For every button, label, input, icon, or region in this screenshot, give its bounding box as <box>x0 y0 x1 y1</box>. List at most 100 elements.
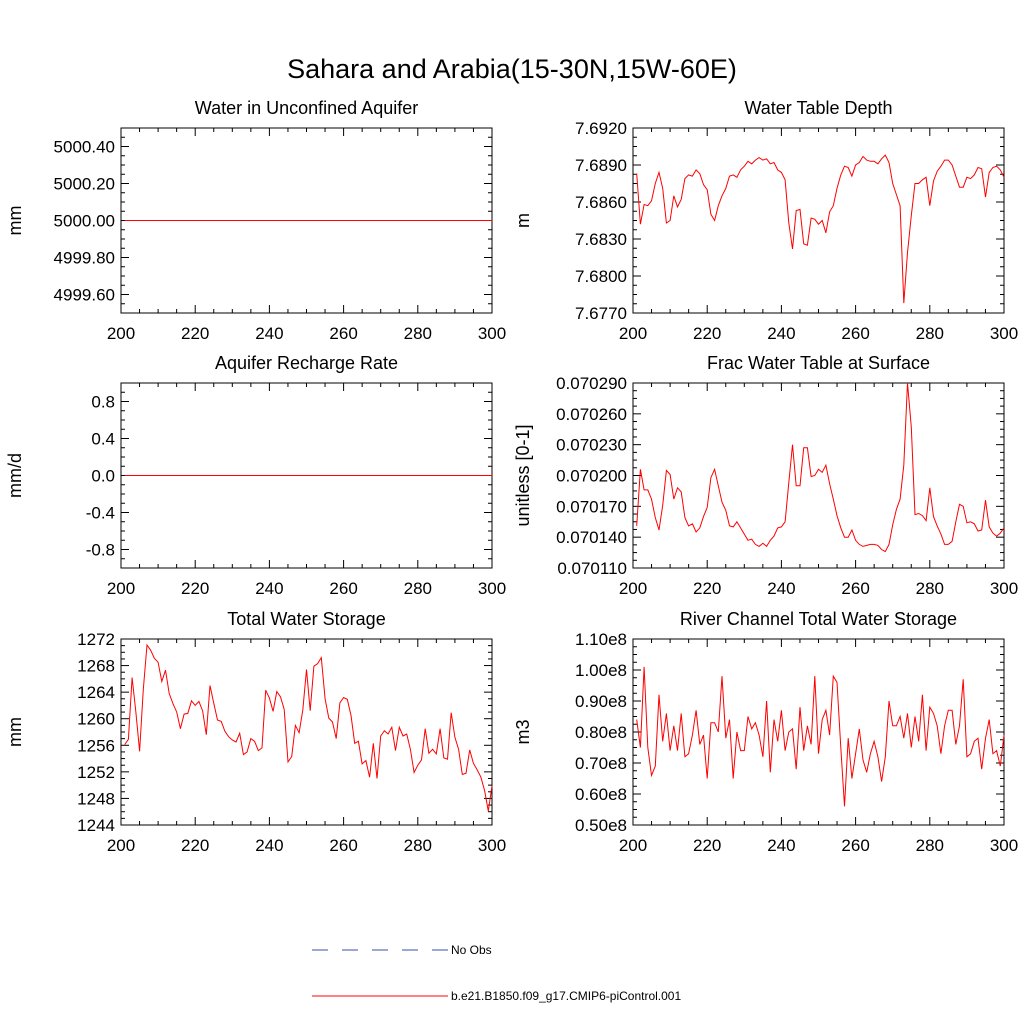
y-tick-label: 0.0 <box>91 467 115 486</box>
x-tick-label: 260 <box>841 836 869 855</box>
y-axis-label: mm <box>5 206 25 236</box>
panel-title: Frac Water Table at Surface <box>707 353 930 373</box>
y-axis-label: unitless [0-1] <box>513 424 533 526</box>
x-tick-label: 220 <box>181 836 209 855</box>
y-tick-label: 0.070200 <box>556 467 627 486</box>
y-tick-label: 0.070230 <box>556 436 627 455</box>
x-tick-label: 300 <box>990 579 1018 598</box>
panel-title: Total Water Storage <box>227 609 385 629</box>
legend-obs-label: No Obs <box>451 943 492 957</box>
y-tick-label: -0.8 <box>86 541 115 560</box>
panel-title: River Channel Total Water Storage <box>680 609 957 629</box>
x-tick-label: 240 <box>767 324 795 343</box>
y-tick-label: 5000.20 <box>54 175 115 194</box>
x-tick-label: 220 <box>693 579 721 598</box>
panels: Water in Unconfined Aquifer mm 200 220 240 26… <box>5 98 1018 855</box>
y-axis-label: mm/d <box>5 453 25 498</box>
model-series-line <box>636 666 1005 807</box>
y-axis-label: mm <box>5 717 25 747</box>
x-tick-label: 280 <box>916 324 944 343</box>
y-tick-label: 0.80e8 <box>575 723 627 742</box>
y-tick-label: 1264 <box>77 683 115 702</box>
chart-panel-1: Water in Unconfined Aquifer mm 200 220 240 26… <box>5 98 506 343</box>
y-axis-label: m <box>513 213 533 228</box>
chart-panel-5: Total Water Storage mm 200 220 240 260 280 300 1… <box>5 609 506 855</box>
x-tick-label: 300 <box>478 324 506 343</box>
x-tick-label: 240 <box>255 579 283 598</box>
y-tick-label: -0.4 <box>86 504 115 523</box>
y-tick-label: 4999.60 <box>54 286 115 305</box>
y-tick-label: 0.60e8 <box>575 785 627 804</box>
x-tick-label: 200 <box>107 579 135 598</box>
y-tick-label: 1272 <box>77 630 115 649</box>
legend: No Obs b.e21.B1850.f09_g17.CMIP6-piContr… <box>312 943 681 1003</box>
y-tick-label: 1256 <box>77 736 115 755</box>
x-tick-label: 300 <box>478 836 506 855</box>
x-tick-label: 260 <box>329 324 357 343</box>
x-tick-label: 260 <box>329 579 357 598</box>
x-tick-label: 280 <box>916 579 944 598</box>
model-series-line <box>636 382 1005 553</box>
x-tick-label: 200 <box>107 324 135 343</box>
y-tick-label: 7.6860 <box>575 193 627 212</box>
y-tick-label: 1260 <box>77 710 115 729</box>
chart-panel-6: River Channel Total Water Storage m3 200 22… <box>513 609 1018 855</box>
x-tick-label: 280 <box>404 836 432 855</box>
x-tick-label: 240 <box>767 836 795 855</box>
panel-title: Water in Unconfined Aquifer <box>195 98 418 118</box>
chart-panel-4: Frac Water Table at Surface unitless [0-1… <box>513 353 1018 598</box>
y-tick-label: 5000.00 <box>54 212 115 231</box>
x-tick-label: 260 <box>329 836 357 855</box>
x-tick-label: 200 <box>619 836 647 855</box>
model-series-line <box>636 154 1005 304</box>
y-tick-label: 0.8 <box>91 393 115 412</box>
plot-frame <box>632 382 1005 569</box>
x-tick-label: 200 <box>619 324 647 343</box>
y-tick-label: 1268 <box>77 657 115 676</box>
y-axis-label: m3 <box>513 719 533 744</box>
x-tick-label: 300 <box>990 324 1018 343</box>
y-tick-label: 0.070110 <box>557 559 627 578</box>
plot-frame <box>632 127 1005 314</box>
x-tick-label: 220 <box>181 579 209 598</box>
y-tick-label: 7.6920 <box>575 119 627 138</box>
model-series-line <box>124 643 493 812</box>
y-tick-label: 1248 <box>77 789 115 808</box>
x-tick-label: 200 <box>107 836 135 855</box>
x-tick-label: 300 <box>990 836 1018 855</box>
y-tick-label: 0.070260 <box>556 405 627 424</box>
y-tick-label: 0.070290 <box>556 374 627 393</box>
y-tick-label: 7.6770 <box>575 304 627 323</box>
x-tick-label: 260 <box>841 579 869 598</box>
y-tick-label: 7.6830 <box>575 230 627 249</box>
x-tick-label: 300 <box>478 579 506 598</box>
y-tick-label: 7.6890 <box>575 156 627 175</box>
y-tick-label: 0.50e8 <box>575 816 627 835</box>
legend-model-label: b.e21.B1850.f09_g17.CMIP6-piControl.001 <box>451 989 681 1003</box>
x-tick-label: 240 <box>255 836 283 855</box>
x-tick-label: 240 <box>255 324 283 343</box>
y-tick-label: 0.070170 <box>556 497 627 516</box>
y-tick-label: 0.90e8 <box>575 692 627 711</box>
y-tick-label: 1244 <box>77 816 115 835</box>
panel-title: Water Table Depth <box>744 98 892 118</box>
y-tick-label: 7.6800 <box>575 267 627 286</box>
x-tick-label: 200 <box>619 579 647 598</box>
y-tick-label: 1.00e8 <box>575 661 627 680</box>
x-tick-label: 280 <box>916 836 944 855</box>
y-tick-label: 5000.40 <box>54 138 115 157</box>
y-tick-label: 1252 <box>77 763 115 782</box>
x-tick-label: 280 <box>404 579 432 598</box>
x-tick-label: 240 <box>767 579 795 598</box>
y-tick-label: 4999.80 <box>54 249 115 268</box>
x-tick-label: 220 <box>181 324 209 343</box>
chart-panel-3: Aquifer Recharge Rate mm/d 200 220 240 260 280… <box>5 353 506 598</box>
panel-title: Aquifer Recharge Rate <box>215 353 398 373</box>
x-tick-label: 260 <box>841 324 869 343</box>
y-tick-label: 0.4 <box>91 430 115 449</box>
chart-panel-2: Water Table Depth m 200 220 240 260 280 300 7.67… <box>513 98 1018 343</box>
x-tick-label: 220 <box>693 836 721 855</box>
main-title: Sahara and Arabia(15-30N,15W-60E) <box>287 54 737 84</box>
plot-frame <box>120 638 493 826</box>
